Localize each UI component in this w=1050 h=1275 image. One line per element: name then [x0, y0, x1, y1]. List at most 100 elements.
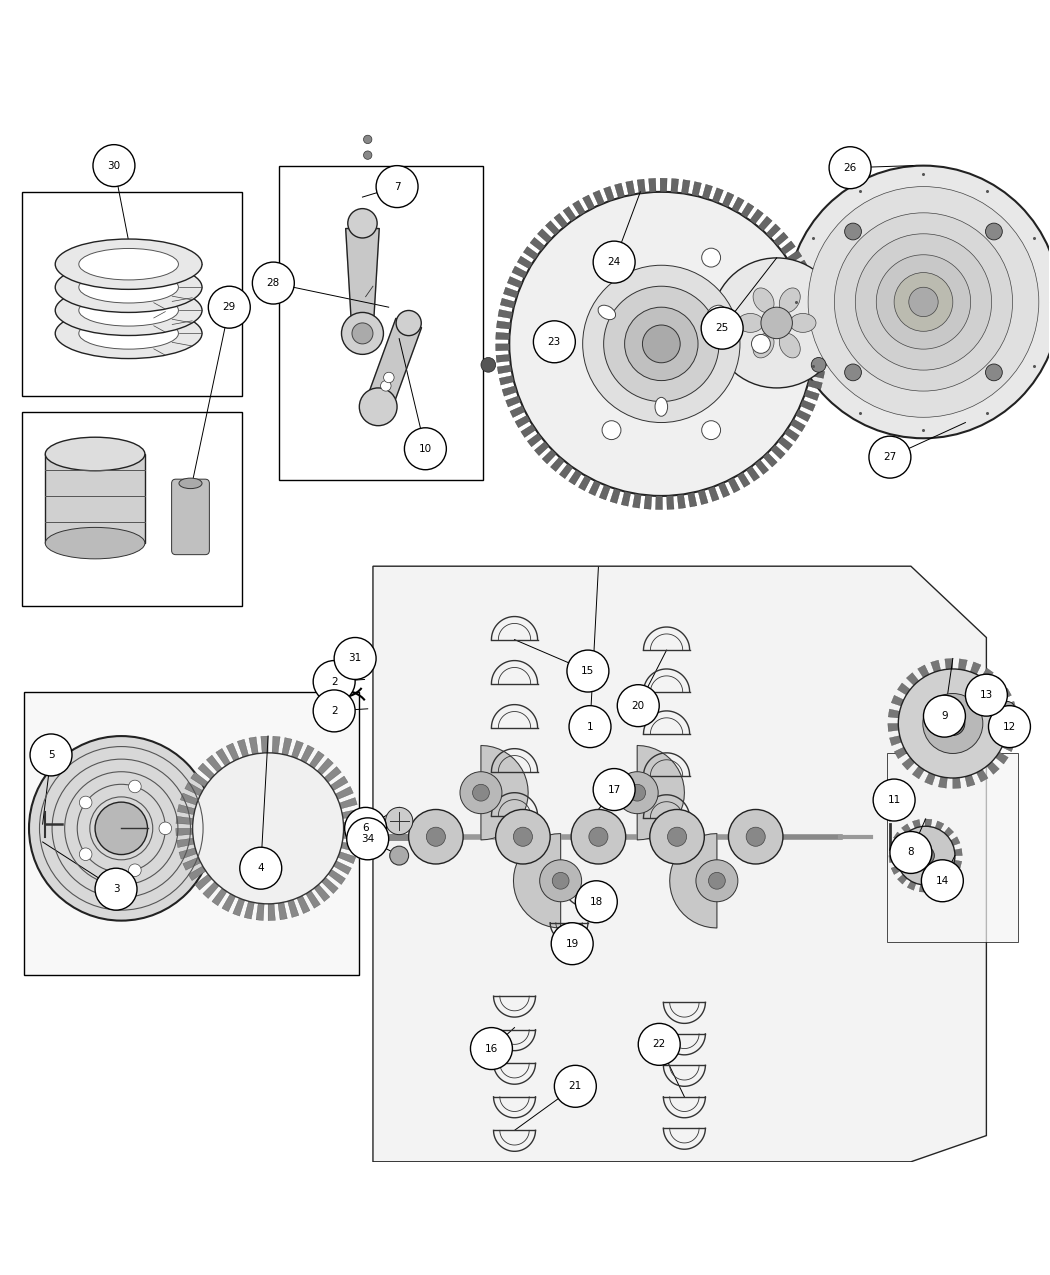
Polygon shape — [496, 354, 510, 362]
Polygon shape — [334, 861, 352, 875]
Polygon shape — [328, 870, 345, 885]
Text: 8: 8 — [907, 848, 915, 858]
Circle shape — [569, 705, 611, 747]
Polygon shape — [800, 400, 816, 412]
Polygon shape — [530, 237, 545, 251]
Polygon shape — [889, 736, 902, 746]
Ellipse shape — [753, 333, 774, 358]
Circle shape — [701, 421, 720, 440]
Polygon shape — [317, 759, 333, 775]
Polygon shape — [207, 755, 223, 773]
Ellipse shape — [79, 249, 178, 280]
Ellipse shape — [655, 398, 668, 416]
Ellipse shape — [178, 478, 202, 488]
Polygon shape — [732, 198, 744, 212]
Polygon shape — [343, 821, 360, 829]
Text: 2: 2 — [331, 706, 337, 715]
Text: 19: 19 — [566, 938, 579, 949]
Polygon shape — [912, 820, 921, 829]
Polygon shape — [1007, 715, 1017, 723]
Polygon shape — [670, 834, 717, 928]
Text: 11: 11 — [887, 796, 901, 805]
Circle shape — [696, 859, 738, 901]
Text: 18: 18 — [590, 896, 603, 907]
Polygon shape — [999, 688, 1011, 700]
Circle shape — [363, 135, 372, 144]
Circle shape — [470, 1028, 512, 1070]
Polygon shape — [542, 450, 557, 464]
Ellipse shape — [56, 286, 202, 335]
Polygon shape — [808, 302, 823, 312]
Ellipse shape — [790, 314, 816, 333]
Circle shape — [313, 660, 355, 703]
Polygon shape — [335, 787, 354, 799]
Polygon shape — [889, 843, 898, 850]
Polygon shape — [804, 390, 819, 400]
Polygon shape — [324, 766, 341, 783]
Polygon shape — [698, 490, 708, 505]
Polygon shape — [373, 566, 986, 1162]
Polygon shape — [512, 266, 527, 278]
Polygon shape — [814, 337, 827, 344]
Polygon shape — [755, 460, 769, 474]
Circle shape — [701, 249, 720, 266]
Polygon shape — [1004, 701, 1016, 711]
Polygon shape — [810, 370, 824, 379]
Polygon shape — [626, 181, 635, 195]
FancyBboxPatch shape — [171, 479, 209, 555]
Polygon shape — [498, 365, 511, 374]
Circle shape — [540, 859, 582, 901]
Polygon shape — [569, 470, 582, 484]
Polygon shape — [563, 207, 576, 222]
Circle shape — [101, 807, 142, 849]
Polygon shape — [281, 738, 292, 755]
Polygon shape — [991, 677, 1004, 690]
Polygon shape — [496, 333, 509, 339]
Polygon shape — [692, 181, 701, 196]
Circle shape — [239, 847, 281, 889]
Polygon shape — [545, 221, 560, 236]
Polygon shape — [331, 776, 348, 790]
Polygon shape — [297, 895, 310, 914]
Polygon shape — [560, 464, 573, 478]
Polygon shape — [226, 743, 239, 761]
Text: 13: 13 — [980, 690, 993, 700]
Polygon shape — [550, 456, 565, 472]
Polygon shape — [681, 180, 690, 194]
Circle shape — [923, 695, 965, 737]
Polygon shape — [341, 842, 359, 852]
Text: 34: 34 — [361, 834, 375, 844]
Circle shape — [552, 872, 569, 889]
Text: 29: 29 — [223, 302, 236, 312]
Polygon shape — [272, 736, 280, 754]
Circle shape — [701, 307, 743, 349]
Polygon shape — [278, 903, 288, 919]
Polygon shape — [811, 314, 825, 323]
Circle shape — [334, 638, 376, 680]
Text: 28: 28 — [267, 278, 280, 288]
Circle shape — [313, 690, 355, 732]
Polygon shape — [365, 319, 421, 412]
Circle shape — [604, 286, 719, 402]
Polygon shape — [203, 882, 219, 899]
Polygon shape — [791, 419, 805, 432]
Polygon shape — [185, 782, 203, 796]
Polygon shape — [527, 434, 542, 446]
Polygon shape — [888, 723, 899, 732]
Polygon shape — [891, 695, 904, 706]
Text: 16: 16 — [485, 1043, 498, 1053]
Circle shape — [965, 674, 1007, 717]
Polygon shape — [306, 890, 320, 908]
Circle shape — [192, 752, 343, 904]
Ellipse shape — [598, 305, 615, 320]
Polygon shape — [622, 491, 631, 506]
Polygon shape — [513, 834, 561, 928]
Circle shape — [747, 827, 765, 847]
Polygon shape — [300, 745, 314, 762]
Polygon shape — [589, 481, 601, 496]
Circle shape — [571, 810, 626, 864]
Bar — [24, 692, 359, 975]
Text: 21: 21 — [569, 1081, 582, 1091]
Polygon shape — [807, 380, 822, 390]
Circle shape — [629, 784, 646, 801]
